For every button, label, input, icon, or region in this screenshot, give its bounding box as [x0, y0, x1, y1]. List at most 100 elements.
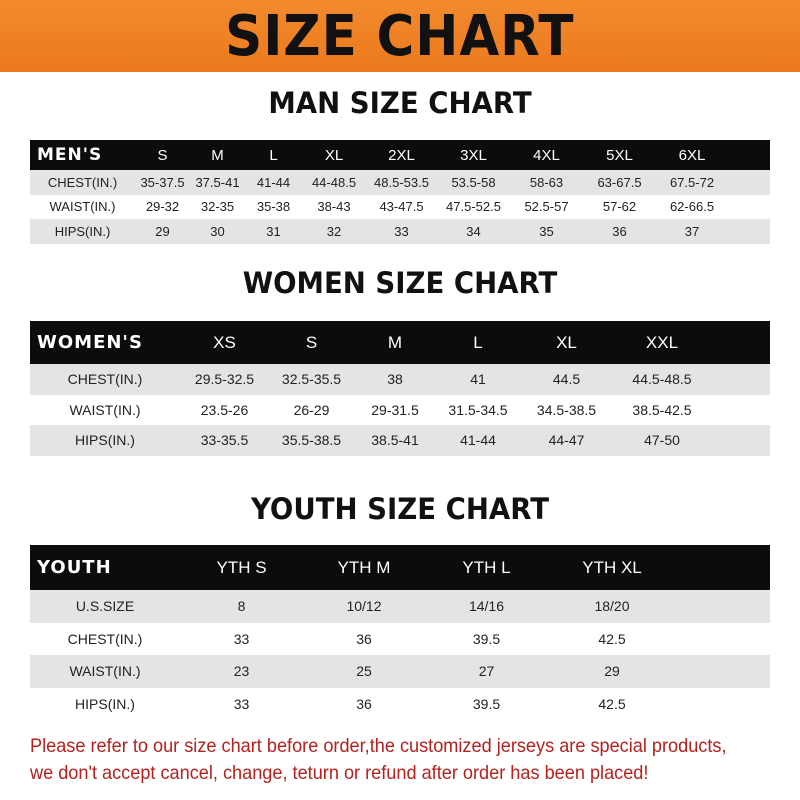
measurement-cell: 36 [303, 687, 425, 720]
table-row: CHEST(IN.) 35-37.5 37.5-41 41-44 44-48.5 48.5… [30, 170, 770, 195]
row-filler [711, 394, 770, 425]
measurement-cell: 41-44 [245, 170, 302, 195]
measurement-cell: 29-32 [135, 194, 190, 219]
measurement-cell: 38-43 [302, 194, 366, 219]
table-row: HIPS(IN.) 33-35.5 35.5-38.5 38.5-41 41-44 44-… [30, 425, 770, 456]
measurement-cell: 67.5-72 [656, 170, 728, 195]
size-header: XXL [613, 321, 711, 364]
size-header: L [245, 140, 302, 170]
size-header: YTH S [180, 545, 303, 590]
row-label: HIPS(IN.) [30, 219, 135, 244]
measurement-cell: 8 [180, 590, 303, 623]
measurement-cell: 34 [437, 219, 510, 244]
row-filler [676, 687, 770, 720]
row-filler [676, 655, 770, 688]
size-header: XL [302, 140, 366, 170]
measurement-cell: 38 [354, 364, 436, 395]
measurement-cell: 36 [583, 219, 656, 244]
measurement-cell: 29 [548, 655, 676, 688]
size-header: 2XL [366, 140, 437, 170]
measurement-cell: 53.5-58 [437, 170, 510, 195]
measurement-cell: 32-35 [190, 194, 245, 219]
measurement-cell: 34.5-38.5 [520, 394, 613, 425]
banner: SIZE CHART [0, 0, 800, 72]
table-row: U.S.SIZE 8 10/12 14/16 18/20 [30, 590, 770, 623]
measurement-cell: 47-50 [613, 425, 711, 456]
measurement-cell: 44-48.5 [302, 170, 366, 195]
row-label: U.S.SIZE [30, 590, 180, 623]
men-size-table: MEN'S S M L XL 2XL 3XL 4XL 5XL 6XL CHEST(IN.) 35-37… [30, 140, 770, 244]
measurement-cell: 44-47 [520, 425, 613, 456]
size-header: YTH XL [548, 545, 676, 590]
measurement-cell: 32.5-35.5 [269, 364, 354, 395]
row-label: WAIST(IN.) [30, 194, 135, 219]
size-header: 6XL [656, 140, 728, 170]
size-header: XS [180, 321, 269, 364]
table-label: MEN'S [30, 140, 135, 170]
row-label: WAIST(IN.) [30, 655, 180, 688]
measurement-cell: 35-37.5 [135, 170, 190, 195]
measurement-cell: 33 [180, 622, 303, 655]
size-header: L [436, 321, 520, 364]
size-header: M [190, 140, 245, 170]
size-header: S [269, 321, 354, 364]
size-header: S [135, 140, 190, 170]
order-notice: Please refer to our size chart before or… [30, 733, 737, 787]
measurement-cell: 37.5-41 [190, 170, 245, 195]
men-section-title: MAN SIZE CHART [268, 86, 532, 120]
table-label: WOMEN'S [30, 321, 180, 364]
table-row: CHEST(IN.) 29.5-32.5 32.5-35.5 38 41 44.5 44.5… [30, 364, 770, 395]
size-header: YTH M [303, 545, 425, 590]
youth-size-table: YOUTH YTH S YTH M YTH L YTH XL U.S.SIZE 8 10/12… [30, 545, 770, 720]
youth-section-title: YOUTH SIZE CHART [250, 492, 550, 526]
row-filler [711, 364, 770, 395]
measurement-cell: 23 [180, 655, 303, 688]
row-label: HIPS(IN.) [30, 687, 180, 720]
row-filler [676, 622, 770, 655]
measurement-cell: 42.5 [548, 687, 676, 720]
row-label: WAIST(IN.) [30, 394, 180, 425]
table-row: WAIST(IN.) 23 25 27 29 [30, 655, 770, 688]
measurement-cell: 29-31.5 [354, 394, 436, 425]
table-label: YOUTH [30, 545, 180, 590]
measurement-cell: 63-67.5 [583, 170, 656, 195]
measurement-cell: 18/20 [548, 590, 676, 623]
table-row: WAIST(IN.) 23.5-26 26-29 29-31.5 31.5-34.5 34… [30, 394, 770, 425]
measurement-cell: 39.5 [425, 622, 548, 655]
measurement-cell: 33-35.5 [180, 425, 269, 456]
measurement-cell: 30 [190, 219, 245, 244]
measurement-cell: 36 [303, 622, 425, 655]
header-filler [711, 321, 770, 364]
measurement-cell: 29 [135, 219, 190, 244]
row-filler [728, 219, 770, 244]
measurement-cell: 23.5-26 [180, 394, 269, 425]
measurement-cell: 44.5-48.5 [613, 364, 711, 395]
row-label: HIPS(IN.) [30, 425, 180, 456]
measurement-cell: 52.5-57 [510, 194, 583, 219]
order-notice-line-2: we don't accept cancel, change, teturn o… [30, 762, 649, 784]
measurement-cell: 35 [510, 219, 583, 244]
measurement-cell: 37 [656, 219, 728, 244]
measurement-cell: 33 [180, 687, 303, 720]
measurement-cell: 14/16 [425, 590, 548, 623]
measurement-cell: 58-63 [510, 170, 583, 195]
measurement-cell: 26-29 [269, 394, 354, 425]
measurement-cell: 29.5-32.5 [180, 364, 269, 395]
measurement-cell: 38.5-41 [354, 425, 436, 456]
size-header: M [354, 321, 436, 364]
measurement-cell: 33 [366, 219, 437, 244]
measurement-cell: 42.5 [548, 622, 676, 655]
measurement-cell: 48.5-53.5 [366, 170, 437, 195]
measurement-cell: 35-38 [245, 194, 302, 219]
measurement-cell: 38.5-42.5 [613, 394, 711, 425]
measurement-cell: 35.5-38.5 [269, 425, 354, 456]
measurement-cell: 27 [425, 655, 548, 688]
header-row: MEN'S S M L XL 2XL 3XL 4XL 5XL 6XL [30, 140, 770, 170]
size-header: 3XL [437, 140, 510, 170]
size-header: XL [520, 321, 613, 364]
measurement-cell: 57-62 [583, 194, 656, 219]
row-filler [728, 194, 770, 219]
measurement-cell: 39.5 [425, 687, 548, 720]
banner-title: SIZE CHART [225, 3, 575, 69]
header-row: YOUTH YTH S YTH M YTH L YTH XL [30, 545, 770, 590]
